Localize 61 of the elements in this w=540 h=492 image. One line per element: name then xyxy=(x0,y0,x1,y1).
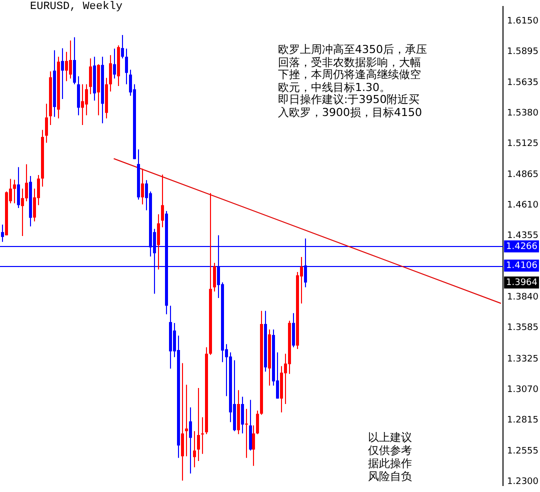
candlestick xyxy=(1,224,4,242)
candlestick xyxy=(85,84,88,116)
y-tick-label: 1.5895 xyxy=(507,46,538,57)
ref-line-label: 1.4106 xyxy=(506,260,538,271)
annotation: 下挫，本周仍将逢高继续做空 xyxy=(278,68,421,81)
candlestick xyxy=(61,48,64,100)
y-tick-label: 1.3070 xyxy=(507,384,539,395)
y-tick-label: 1.4610 xyxy=(507,200,539,211)
y-tick-label: 1.2815 xyxy=(507,415,538,426)
candlestick xyxy=(157,214,160,270)
annotation: 据此操作 xyxy=(368,457,412,470)
candlestick xyxy=(292,312,295,348)
annotation: 仅供参考 xyxy=(368,444,412,457)
candlestick xyxy=(125,48,128,85)
candlestick xyxy=(77,76,80,116)
annotation: 1.3964 xyxy=(506,278,538,288)
candlestick xyxy=(13,179,16,204)
candlestick xyxy=(245,408,248,458)
y-tick-label: 1.5125 xyxy=(507,138,538,149)
candlestick xyxy=(161,174,164,228)
candlestick xyxy=(213,262,216,292)
candlestick xyxy=(45,103,48,144)
annotation: 欧元，中线目标1.30。 xyxy=(278,80,390,94)
chart-title: EURUSD, Weekly xyxy=(30,1,122,13)
candlestick xyxy=(109,54,112,92)
y-tick-label: 1.2555 xyxy=(507,446,538,456)
candlestick xyxy=(113,48,116,80)
y-tick-label: 1.5380 xyxy=(507,108,539,118)
y-tick-label: 1.3585 xyxy=(507,323,538,334)
annotation: 以上建议 xyxy=(368,431,412,444)
candlestick xyxy=(252,424,255,466)
candlestick xyxy=(256,410,259,435)
candlestick xyxy=(181,362,184,482)
candlestick xyxy=(185,384,188,457)
candlestick xyxy=(197,387,200,462)
candlestick xyxy=(65,51,68,82)
candlestick xyxy=(81,84,84,126)
candlestick xyxy=(69,40,72,80)
y-tick-label: 1.3325 xyxy=(507,354,538,364)
annotation: 入欧罗，3900损，目标4150 xyxy=(278,106,422,118)
candlestick xyxy=(201,416,204,454)
annotation: 回落，受非农数据影响，大幅 xyxy=(278,56,421,68)
candlestick xyxy=(89,58,92,95)
annotation: 欧罗上周冲高至4350后，承压 xyxy=(278,43,427,56)
candlestick xyxy=(141,168,144,205)
candlestick xyxy=(241,396,244,434)
candlestick xyxy=(189,406,192,474)
candlestick xyxy=(73,36,76,85)
candlestick xyxy=(193,430,196,468)
ref-line-label: 1.4266 xyxy=(506,242,538,252)
annotation: 即日操作建议:于3950附近买 xyxy=(278,93,420,106)
annotation: 风险自负 xyxy=(368,470,412,483)
y-tick-label: 1.6150 xyxy=(507,16,539,26)
y-tick-label: 1.3840 xyxy=(507,292,539,303)
candlestick xyxy=(25,164,28,202)
y-tick-label: 1.4865 xyxy=(507,170,538,180)
candlestick xyxy=(17,166,20,209)
candlestick xyxy=(121,34,124,59)
y-tick-label: 1.2300 xyxy=(507,476,539,487)
y-tick-label: 1.4355 xyxy=(507,231,538,242)
y-tick-label: 1.5635 xyxy=(507,78,538,88)
